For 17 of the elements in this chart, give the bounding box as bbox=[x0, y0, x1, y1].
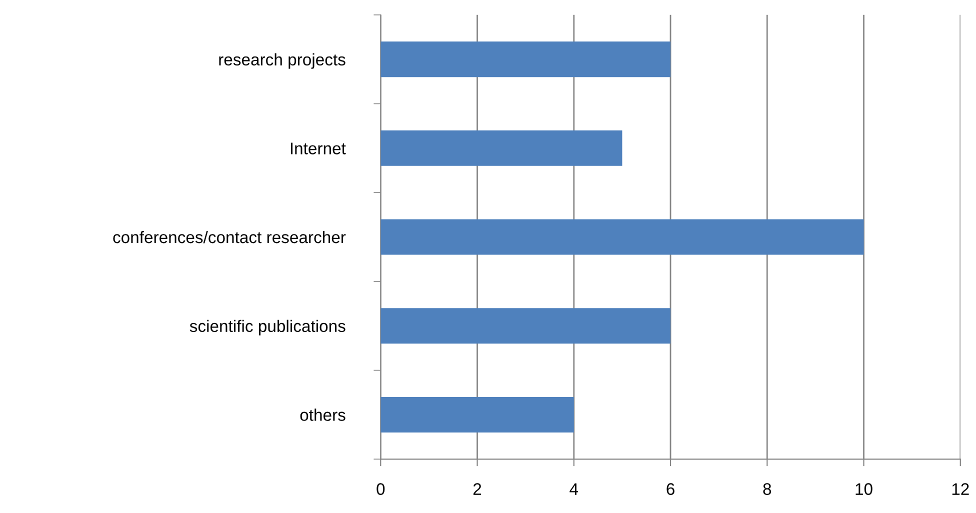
x-tick-label: 4 bbox=[570, 483, 578, 495]
x-tick-label: 2 bbox=[473, 483, 482, 495]
bar bbox=[380, 308, 671, 344]
x-tick-label: 12 bbox=[952, 483, 969, 495]
bar bbox=[380, 219, 864, 255]
y-tick-label: research projects bbox=[219, 53, 346, 69]
y-tick-label: scientific publications bbox=[190, 320, 346, 336]
x-tick-label: 10 bbox=[856, 483, 872, 495]
bar bbox=[380, 42, 671, 78]
y-tick-label: conferences/contact researcher bbox=[113, 230, 346, 244]
x-tick-label: 0 bbox=[376, 483, 385, 495]
bar bbox=[380, 396, 574, 432]
y-tick-label: others bbox=[300, 408, 346, 421]
x-tick-label: 8 bbox=[763, 483, 772, 495]
y-tick-label: Internet bbox=[290, 142, 346, 154]
bar bbox=[380, 130, 622, 166]
x-tick-label: 6 bbox=[666, 483, 674, 495]
